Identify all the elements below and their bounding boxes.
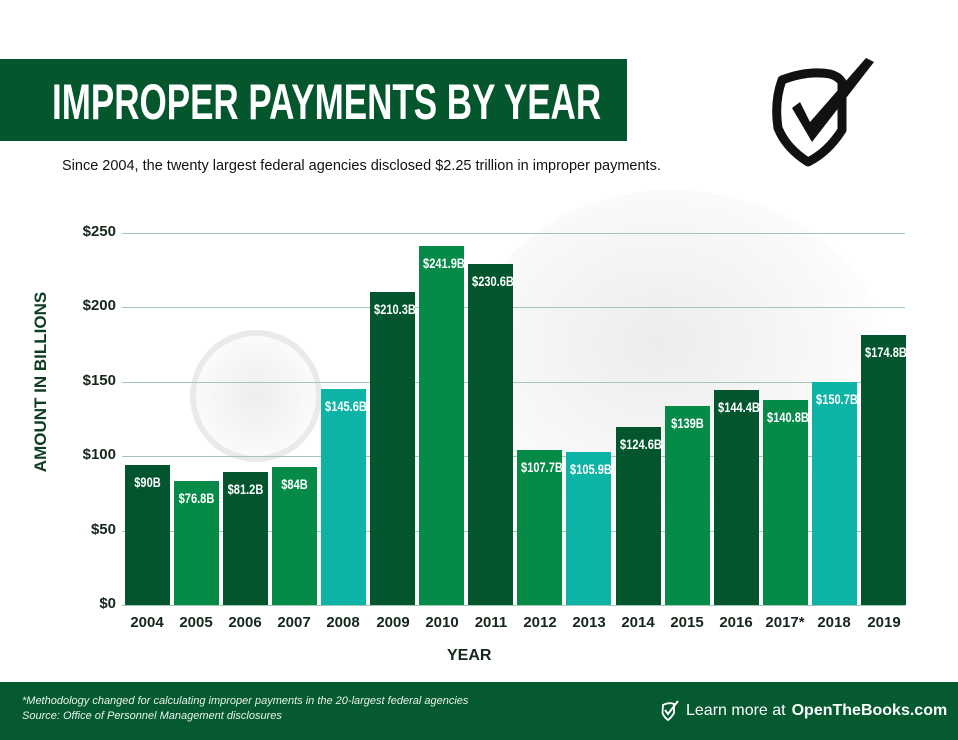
bar-2014: $124.6B — [616, 427, 662, 605]
bar-value-label: $241.9B — [423, 256, 465, 271]
y-tick-label: $250 — [82, 223, 116, 240]
x-axis-label: YEAR — [447, 647, 492, 664]
bar-2016: $144.4B — [714, 390, 760, 605]
y-tick-label: $200 — [82, 297, 116, 314]
bar-value-label: $174.8B — [865, 345, 907, 360]
shield-check-icon — [661, 700, 679, 722]
footnote: *Methodology changed for calculating imp… — [22, 694, 468, 724]
bar-value-label: $81.2B — [227, 482, 264, 497]
bar-2005: $76.8B — [174, 481, 219, 605]
y-tick-label: $50 — [90, 521, 116, 538]
reserve-seal-watermark — [190, 330, 322, 462]
bar-value-label: $140.8B — [767, 410, 809, 425]
bar-value-label: $139B — [671, 416, 704, 431]
shield-check-icon — [772, 58, 874, 167]
x-tick-label: 2015 — [670, 614, 704, 631]
bar-value-label: $84B — [281, 477, 308, 492]
methodology-note: *Methodology changed for calculating imp… — [22, 695, 469, 707]
bar-2007: $84B — [272, 467, 317, 605]
x-tick-label: 2018 — [817, 614, 851, 631]
gridline — [122, 456, 905, 457]
bar-value-label: $124.6B — [620, 437, 662, 452]
bar-2018: $150.7B — [812, 382, 858, 605]
bar-2008: $145.6B — [321, 389, 367, 605]
x-tick-label: 2013 — [572, 614, 606, 631]
bar-2011: $230.6B — [468, 264, 514, 605]
bar-2009: $210.3B — [370, 292, 416, 605]
bar-value-label: $145.6B — [325, 399, 367, 414]
learn-more-link[interactable]: Learn more at OpenTheBooks.com — [660, 700, 947, 722]
x-tick-label: 2012 — [523, 614, 557, 631]
x-tick-label: 2014 — [621, 614, 655, 631]
bar-2015: $139B — [665, 406, 710, 605]
x-tick-label: 2017* — [765, 614, 805, 631]
x-tick-label: 2016 — [719, 614, 753, 631]
bar-2019: $174.8B — [861, 335, 907, 605]
gridline — [122, 233, 905, 234]
bar-2013: $105.9B — [566, 452, 612, 605]
cta-site[interactable]: OpenTheBooks.com — [791, 702, 948, 719]
x-tick-label: 2004 — [130, 614, 164, 631]
bar-value-label: $105.9B — [570, 462, 612, 477]
bar-value-label: $150.7B — [816, 392, 858, 407]
bar-value-label: $210.3B — [374, 302, 416, 317]
x-tick-label: 2019 — [867, 614, 901, 631]
title-banner — [0, 59, 627, 141]
bar-value-label: $90B — [134, 475, 161, 490]
y-tick-label: $100 — [82, 446, 116, 463]
chart-subtitle: Since 2004, the twenty largest federal a… — [62, 158, 661, 174]
x-tick-label: 2006 — [228, 614, 262, 631]
gridline — [122, 382, 905, 383]
gridline — [122, 531, 905, 532]
chart-title: IMPROPER PAYMENTS BY YEAR — [52, 74, 602, 130]
bar-2010: $241.9B — [419, 246, 465, 605]
x-tick-label: 2007 — [277, 614, 311, 631]
bar-value-label: $230.6B — [472, 274, 514, 289]
y-tick-label: $150 — [82, 372, 116, 389]
gridline — [122, 605, 905, 606]
bar-value-label: $107.7B — [521, 460, 563, 475]
footer-bar — [0, 682, 958, 740]
bar-2012: $107.7B — [517, 450, 563, 605]
y-tick-label: $0 — [99, 595, 116, 612]
x-tick-label: 2008 — [326, 614, 360, 631]
x-tick-label: 2010 — [425, 614, 459, 631]
bar-2004: $90B — [125, 465, 170, 605]
gridline — [122, 307, 905, 308]
cta-prefix: Learn more at — [686, 702, 786, 719]
x-tick-label: 2005 — [179, 614, 213, 631]
bar-value-label: $144.4B — [718, 400, 760, 415]
x-tick-label: 2009 — [376, 614, 410, 631]
bar-2006: $81.2B — [223, 472, 268, 605]
bar-2017: $140.8B — [763, 400, 809, 605]
x-tick-label: 2011 — [474, 614, 508, 631]
bar-value-label: $76.8B — [178, 491, 215, 506]
source-note: Source: Office of Personnel Management d… — [22, 710, 282, 722]
